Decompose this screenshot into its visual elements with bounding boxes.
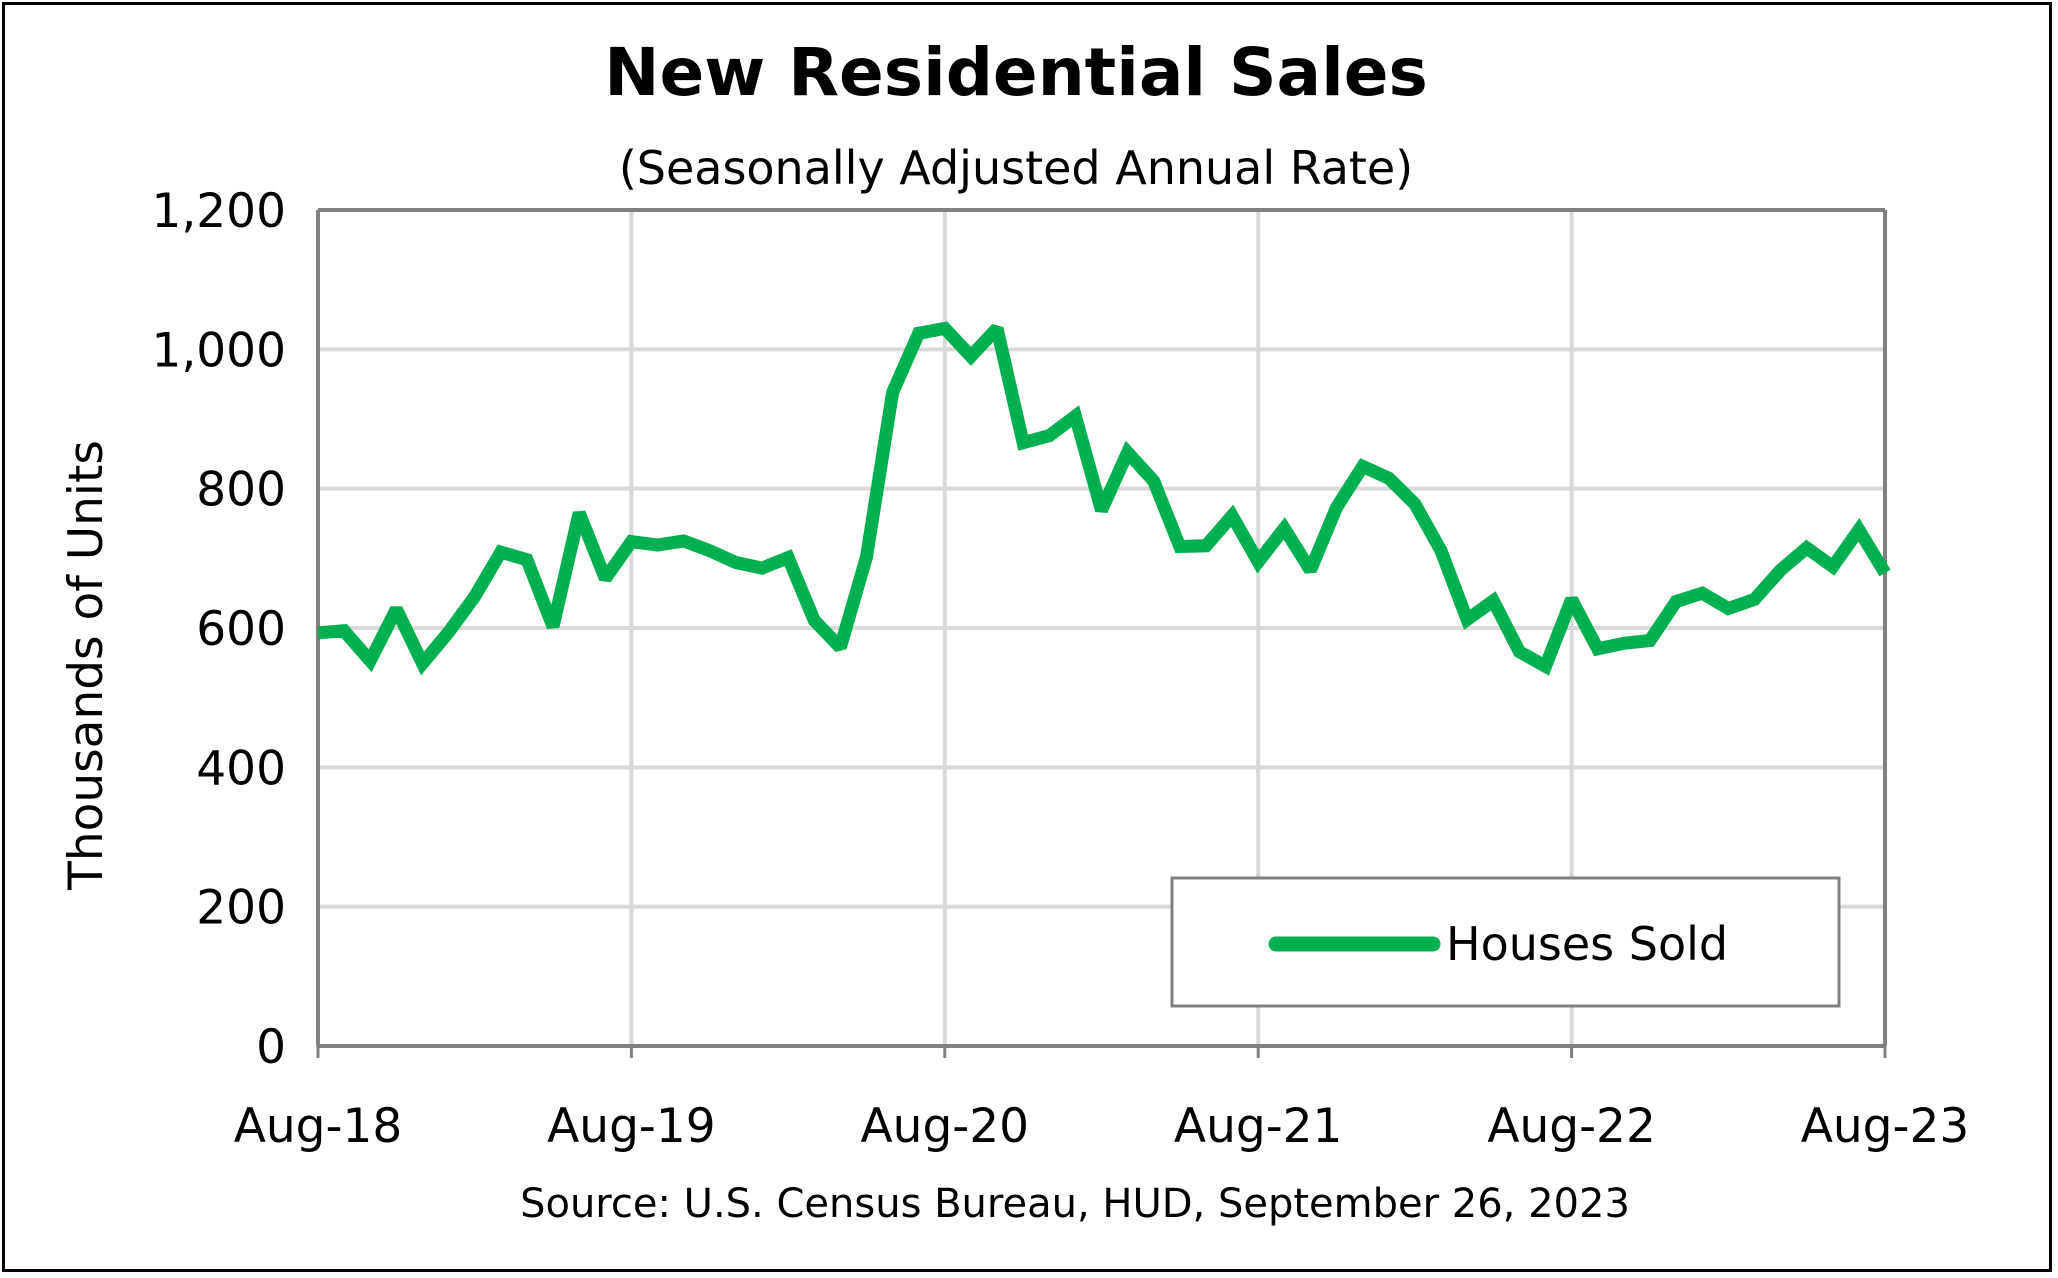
x-tick-label: Aug-21: [1174, 1099, 1343, 1154]
series-line-houses-sold: [317, 321, 1891, 676]
y-tick-label: 200: [196, 881, 286, 936]
y-tick-label: 400: [196, 741, 286, 796]
y-tick-label: 0: [256, 1020, 286, 1075]
chart-subtitle: (Seasonally Adjusted Annual Rate): [619, 141, 1413, 195]
y-tick-label: 800: [196, 463, 286, 518]
x-tick-label: Aug-20: [861, 1099, 1030, 1154]
source-note: Source: U.S. Census Bureau, HUD, Septemb…: [520, 1181, 1630, 1227]
legend-label-houses-sold: Houses Sold: [1446, 917, 1728, 971]
x-tick-label: Aug-22: [1487, 1099, 1656, 1154]
y-axis-label: Thousands of Units: [59, 440, 114, 891]
y-tick-label: 1,000: [151, 323, 286, 378]
x-tick-label: Aug-19: [547, 1099, 716, 1154]
chart-title: New Residential Sales: [604, 34, 1428, 111]
legend: Houses Sold: [1170, 876, 1841, 1008]
y-tick-label: 1,200: [151, 184, 286, 239]
y-tick-label: 600: [196, 602, 286, 657]
x-tick-label: Aug-23: [1801, 1099, 1970, 1154]
x-tick-label: Aug-18: [234, 1099, 403, 1154]
